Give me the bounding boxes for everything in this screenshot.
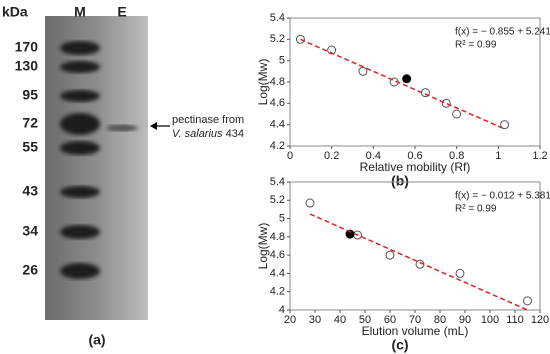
marker-band: [60, 141, 100, 155]
x-tick-label: 60: [384, 314, 396, 326]
y-tick-label: 4.2: [270, 286, 285, 298]
data-point: [327, 45, 337, 55]
unit-label: kDa: [2, 4, 28, 20]
data-point: [452, 109, 462, 119]
annotation-species: V. salarius: [172, 128, 223, 140]
marker-band: [60, 90, 100, 102]
y-tick-label: 5.2: [270, 33, 285, 45]
x-tick-label: 50: [359, 314, 371, 326]
data-point: [455, 268, 465, 278]
y-tick-label: 5.2: [270, 194, 285, 206]
x-tick-label: 80: [434, 314, 446, 326]
y-tick-label: 4.8: [270, 231, 285, 243]
x-tick-label: 90: [459, 314, 471, 326]
y-tick-label: 4.4: [270, 119, 285, 131]
marker-label: 130: [15, 58, 39, 74]
data-point: [385, 250, 395, 260]
y-tick-label: 4.8: [270, 76, 285, 88]
y-tick-label: 5.4: [270, 12, 285, 24]
marker-band: [60, 41, 100, 55]
data-point: [402, 74, 412, 84]
x-tick-label: 30: [309, 314, 321, 326]
marker-band: [60, 225, 100, 239]
y-axis-label: Log(Mw): [256, 59, 270, 106]
x-tick-label: 0: [287, 150, 293, 162]
marker-label: 34: [22, 223, 38, 239]
y-tick-label: 4.4: [270, 267, 285, 279]
equation: f(x) = − 0.012 + 5.381: [455, 191, 550, 202]
annotation-strain: 434: [226, 128, 244, 140]
annotation: pectinase from: [172, 114, 244, 126]
marker-label: 95: [22, 87, 38, 103]
x-tick-label: 20: [284, 314, 296, 326]
x-tick-label: 0.4: [366, 150, 381, 162]
x-tick-label: 0.2: [324, 150, 339, 162]
sample-band: [106, 125, 138, 131]
equation: f(x) = − 0.855 + 5.241: [455, 27, 550, 38]
marker-band: [60, 263, 100, 279]
panel-label: (a): [88, 332, 105, 348]
x-tick-label: 1: [495, 150, 501, 162]
arrow-head: [150, 122, 157, 130]
data-point: [305, 198, 315, 208]
gel-panel: kDa M E 170 130 95 72 55 43 34 26 pectinase from V. …: [2, 4, 244, 348]
marker-label: 72: [22, 115, 38, 131]
lane-label: E: [117, 4, 126, 20]
marker-label: 43: [22, 183, 38, 199]
y-tick-label: 4.6: [270, 249, 285, 261]
marker-label: 170: [15, 39, 39, 55]
x-tick-label: 0.8: [449, 150, 464, 162]
trend-line: [300, 38, 505, 130]
y-tick-label: 5: [279, 55, 285, 67]
panel-label: (b): [391, 173, 409, 189]
y-tick-label: 5: [279, 212, 285, 224]
data-point: [500, 120, 510, 130]
data-point: [441, 98, 451, 108]
x-tick-label: 70: [409, 314, 421, 326]
y-axis-label: Log(Mw): [256, 223, 270, 270]
data-point: [523, 296, 532, 306]
x-tick-label: 110: [506, 314, 524, 326]
marker-band: [60, 61, 100, 73]
data-point: [358, 66, 368, 76]
marker-label: 55: [22, 139, 38, 155]
y-tick-label: 4: [279, 304, 285, 316]
y-tick-label: 4.2: [270, 140, 285, 152]
marker-band: [60, 186, 100, 198]
x-tick-label: 0.6: [407, 150, 422, 162]
r-squared: R² = 0.99: [455, 204, 497, 215]
lane-label: M: [74, 4, 86, 20]
x-axis-label: Relative mobility (Rf): [360, 160, 471, 174]
x-tick-label: 1.2: [532, 150, 547, 162]
marker-label: 26: [22, 262, 38, 278]
panel-label: (c): [391, 337, 408, 353]
x-axis-label: Elution volume (mL): [362, 324, 469, 338]
r-squared: R² = 0.99: [455, 40, 497, 51]
x-tick-label: 40: [334, 314, 346, 326]
y-tick-label: 5.4: [270, 176, 285, 188]
x-tick-label: 100: [481, 314, 499, 326]
y-tick-label: 4.6: [270, 97, 285, 109]
x-tick-label: 120: [531, 314, 549, 326]
marker-band: [60, 113, 100, 135]
annotation: V. salarius 434: [172, 128, 244, 140]
